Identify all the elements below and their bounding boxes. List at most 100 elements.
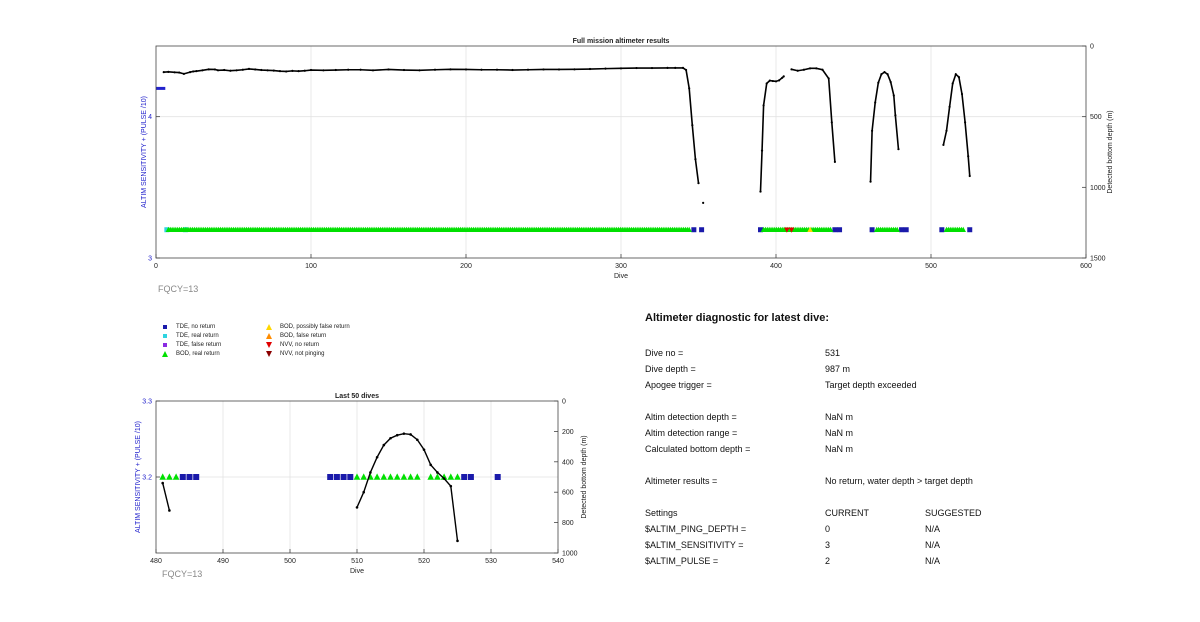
data-marker — [827, 226, 834, 232]
depth-point — [889, 80, 892, 84]
depth-point — [207, 68, 210, 71]
data-marker — [939, 227, 945, 233]
legend-symbol-icon — [262, 323, 276, 330]
depth-line — [163, 67, 700, 184]
depth-point — [821, 68, 824, 71]
depth-point — [604, 67, 607, 70]
y-tick-label: 3.3 — [142, 399, 152, 406]
y-axis-label: ALTIM SENSITIVITY + (PULSE /10) — [141, 96, 148, 208]
depth-point — [201, 69, 204, 72]
depth-point — [389, 436, 392, 440]
depth-point — [960, 92, 964, 96]
depth-point — [688, 87, 691, 90]
depth-point — [573, 68, 576, 71]
depth-point — [387, 68, 390, 71]
ping-depth-row: $ALTIM_PING_DEPTH = 0 N/A — [645, 524, 1085, 536]
depth-point — [285, 70, 288, 73]
data-marker — [869, 227, 875, 233]
y2-tick-label: 1500 — [1090, 256, 1106, 263]
depth-point — [957, 75, 961, 79]
legend-item: BOD, false return — [262, 331, 326, 340]
data-marker — [691, 227, 697, 233]
depth-point — [778, 79, 781, 82]
depth-point — [954, 73, 957, 76]
depth-line — [162, 482, 171, 511]
depth-point — [782, 75, 785, 78]
legend-item: BOD, real return — [158, 349, 220, 358]
y2-tick-label: 600 — [562, 490, 574, 497]
depth-point — [768, 79, 771, 82]
depth-point — [303, 69, 306, 72]
x-tick-label: 510 — [351, 558, 363, 565]
data-marker — [353, 473, 361, 480]
legend-symbol-icon — [158, 342, 172, 347]
suggested-header: SUGGESTED — [925, 508, 982, 518]
depth-point — [964, 121, 967, 124]
depth-point — [790, 68, 793, 71]
depth-point — [449, 484, 453, 488]
data-marker — [899, 227, 905, 233]
data-marker — [494, 474, 501, 480]
depth-point — [449, 68, 452, 71]
x-tick-label: 300 — [615, 263, 627, 270]
depth-point — [161, 481, 164, 485]
depth-point — [815, 67, 818, 70]
y2-tick-label: 400 — [562, 459, 574, 466]
depth-point — [162, 71, 165, 74]
depth-point — [213, 68, 216, 71]
data-marker — [407, 473, 414, 480]
depth-point — [309, 68, 313, 72]
depth-point — [650, 66, 654, 70]
detection-range-label: Altim detection range = — [645, 428, 738, 438]
x-tick-label: 490 — [217, 558, 229, 565]
x-tick-label: 100 — [305, 263, 317, 270]
ping-depth-label: $ALTIM_PING_DEPTH = — [645, 524, 747, 534]
data-marker — [960, 226, 966, 232]
depth-point — [382, 443, 386, 447]
y2-tick-label: 200 — [562, 429, 574, 436]
depth-point — [168, 509, 171, 512]
depth-point — [322, 69, 325, 72]
depth-point — [422, 448, 426, 451]
legend-label: NVV, no return — [280, 341, 320, 348]
x-axis-label: Dive — [614, 273, 628, 280]
dive-no-label: Dive no = — [645, 348, 684, 358]
data-marker — [807, 226, 813, 232]
legend-item: TDE, false return — [158, 340, 221, 349]
depth-point — [429, 463, 433, 467]
legend-label: TDE, no return — [176, 323, 216, 330]
depth-point — [375, 455, 379, 459]
current-header: CURRENT — [825, 508, 869, 518]
depth-point — [619, 67, 623, 70]
data-marker — [347, 474, 354, 480]
depth-point — [436, 471, 439, 474]
depth-point — [526, 68, 530, 71]
sensitivity-suggested: N/A — [925, 540, 941, 550]
depth-point — [894, 114, 897, 117]
depth-point — [694, 157, 697, 161]
x-tick-label: 500 — [925, 263, 937, 270]
depth-point — [968, 174, 971, 178]
legend-symbol-icon — [158, 333, 172, 338]
bottom-depth-value: NaN m — [825, 444, 854, 454]
depth-point — [297, 70, 300, 73]
depth-point — [685, 68, 688, 72]
legend-symbol-icon — [158, 324, 172, 329]
depth-point — [334, 68, 337, 72]
depth-point — [456, 539, 459, 543]
detection-range-value: NaN m — [825, 428, 854, 438]
legend-label: NVV, not pinging — [280, 350, 325, 357]
apogee-value: Target depth exceeded — [825, 380, 917, 390]
depth-point — [347, 68, 350, 71]
depth-point — [192, 70, 195, 73]
marker-group — [159, 473, 501, 480]
depth-point — [942, 143, 945, 147]
data-marker — [360, 473, 367, 480]
data-marker — [373, 473, 381, 480]
depth-point — [897, 148, 900, 151]
depth-point — [691, 124, 694, 127]
y2-tick-label: 1000 — [562, 551, 578, 558]
ping-depth-current: 0 — [825, 524, 831, 534]
x-tick-label: 500 — [284, 558, 296, 565]
data-marker — [414, 473, 421, 480]
